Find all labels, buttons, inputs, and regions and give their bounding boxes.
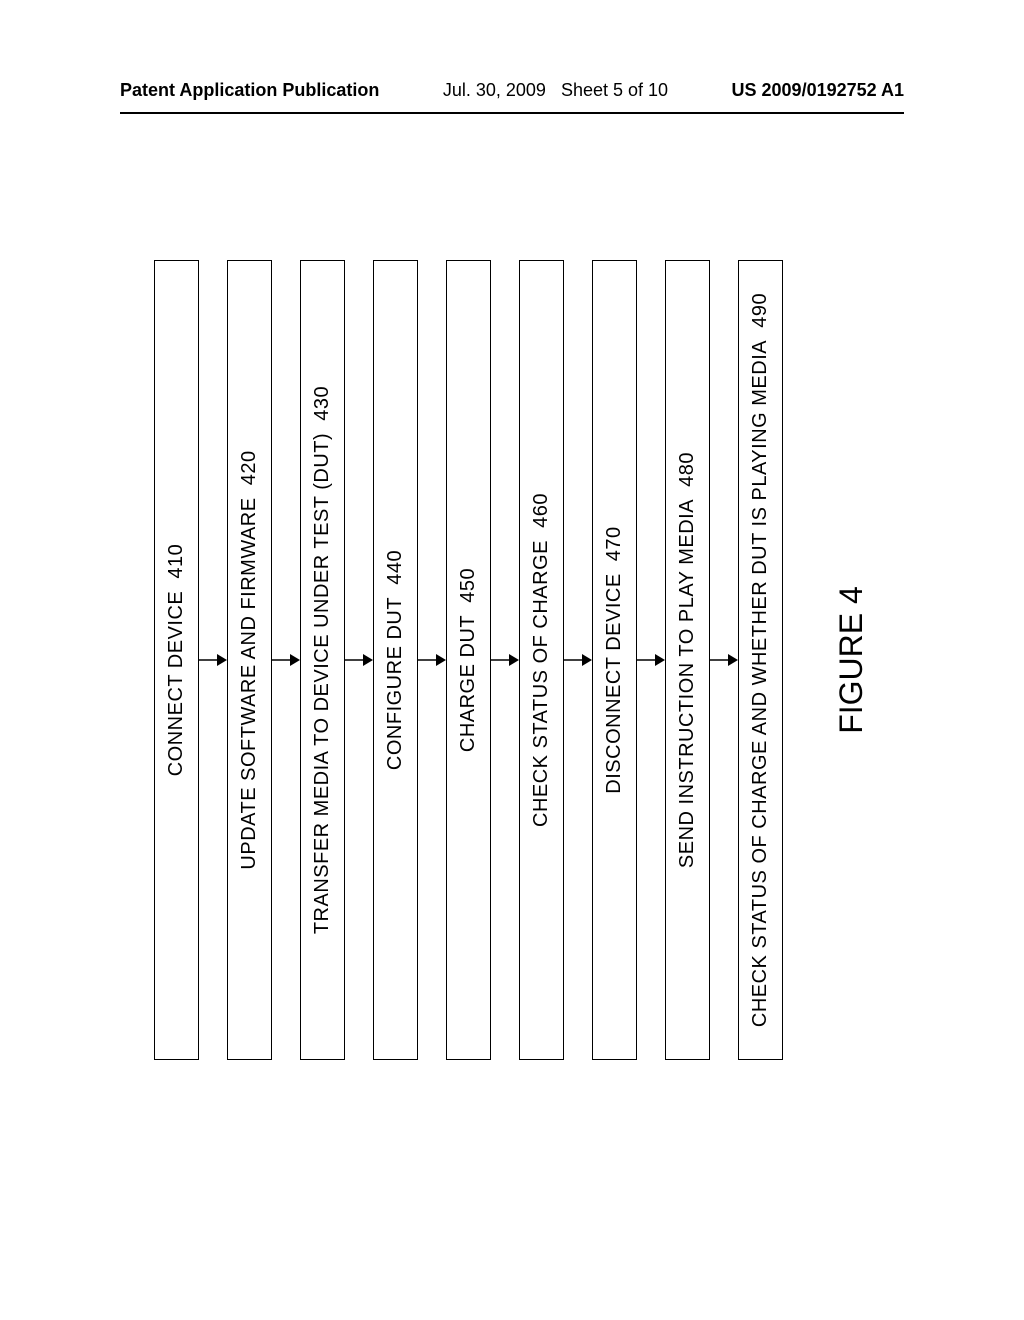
flowchart-step: SEND INSTRUCTION TO PLAY MEDIA 480 — [665, 260, 710, 1060]
flow-arrow-icon — [564, 650, 592, 670]
figure-label: FIGURE 4 — [833, 586, 870, 734]
step-reference-number: 470 — [603, 526, 625, 561]
step-reference-number: 410 — [165, 544, 187, 579]
step-label: CHARGE DUT — [457, 615, 479, 752]
step-reference-number: 460 — [530, 493, 552, 528]
step-label: TRANSFER MEDIA TO DEVICE UNDER TEST (DUT… — [311, 433, 333, 934]
step-reference-number: 440 — [384, 550, 406, 585]
header-publication-number: US 2009/0192752 A1 — [732, 80, 904, 101]
step-label: DISCONNECT DEVICE — [603, 573, 625, 793]
step-label: UPDATE SOFTWARE AND FIRMWARE — [238, 497, 260, 869]
step-reference-number: 420 — [238, 450, 260, 485]
flowchart-step: CHECK STATUS OF CHARGE AND WHETHER DUT I… — [738, 260, 783, 1060]
step-label: CHECK STATUS OF CHARGE — [530, 540, 552, 827]
flow-arrow-icon — [345, 650, 373, 670]
header-divider — [120, 112, 904, 114]
header-publication-title: Patent Application Publication — [120, 80, 379, 101]
flowchart: CONNECT DEVICE 410 UPDATE SOFTWARE AND FI… — [154, 260, 783, 1060]
flowchart-step: CONFIGURE DUT 440 — [373, 260, 418, 1060]
flow-arrow-icon — [418, 650, 446, 670]
flowchart-step: CHECK STATUS OF CHARGE 460 — [519, 260, 564, 1060]
step-reference-number: 480 — [676, 452, 698, 487]
step-label: CONNECT DEVICE — [165, 591, 187, 777]
flowchart-step: CONNECT DEVICE 410 — [154, 260, 199, 1060]
flow-arrow-icon — [199, 650, 227, 670]
step-label: SEND INSTRUCTION TO PLAY MEDIA — [676, 499, 698, 868]
flow-arrow-icon — [272, 650, 300, 670]
header-date-sheet: Jul. 30, 2009 Sheet 5 of 10 — [443, 80, 668, 101]
header-sheet: Sheet 5 of 10 — [561, 80, 668, 100]
flow-arrow-icon — [491, 650, 519, 670]
flowchart-step: DISCONNECT DEVICE 470 — [592, 260, 637, 1060]
step-reference-number: 450 — [457, 568, 479, 603]
flowchart-step: CHARGE DUT 450 — [446, 260, 491, 1060]
flowchart-step: TRANSFER MEDIA TO DEVICE UNDER TEST (DUT… — [300, 260, 345, 1060]
header-date: Jul. 30, 2009 — [443, 80, 546, 100]
step-reference-number: 490 — [749, 293, 771, 328]
step-reference-number: 430 — [311, 386, 333, 421]
page-header: Patent Application Publication Jul. 30, … — [0, 80, 1024, 101]
figure-container: CONNECT DEVICE 410 UPDATE SOFTWARE AND FI… — [154, 260, 870, 1060]
step-label: CHECK STATUS OF CHARGE AND WHETHER DUT I… — [749, 340, 771, 1027]
flowchart-step: UPDATE SOFTWARE AND FIRMWARE 420 — [227, 260, 272, 1060]
flow-arrow-icon — [637, 650, 665, 670]
flow-arrow-icon — [710, 650, 738, 670]
step-label: CONFIGURE DUT — [384, 597, 406, 770]
